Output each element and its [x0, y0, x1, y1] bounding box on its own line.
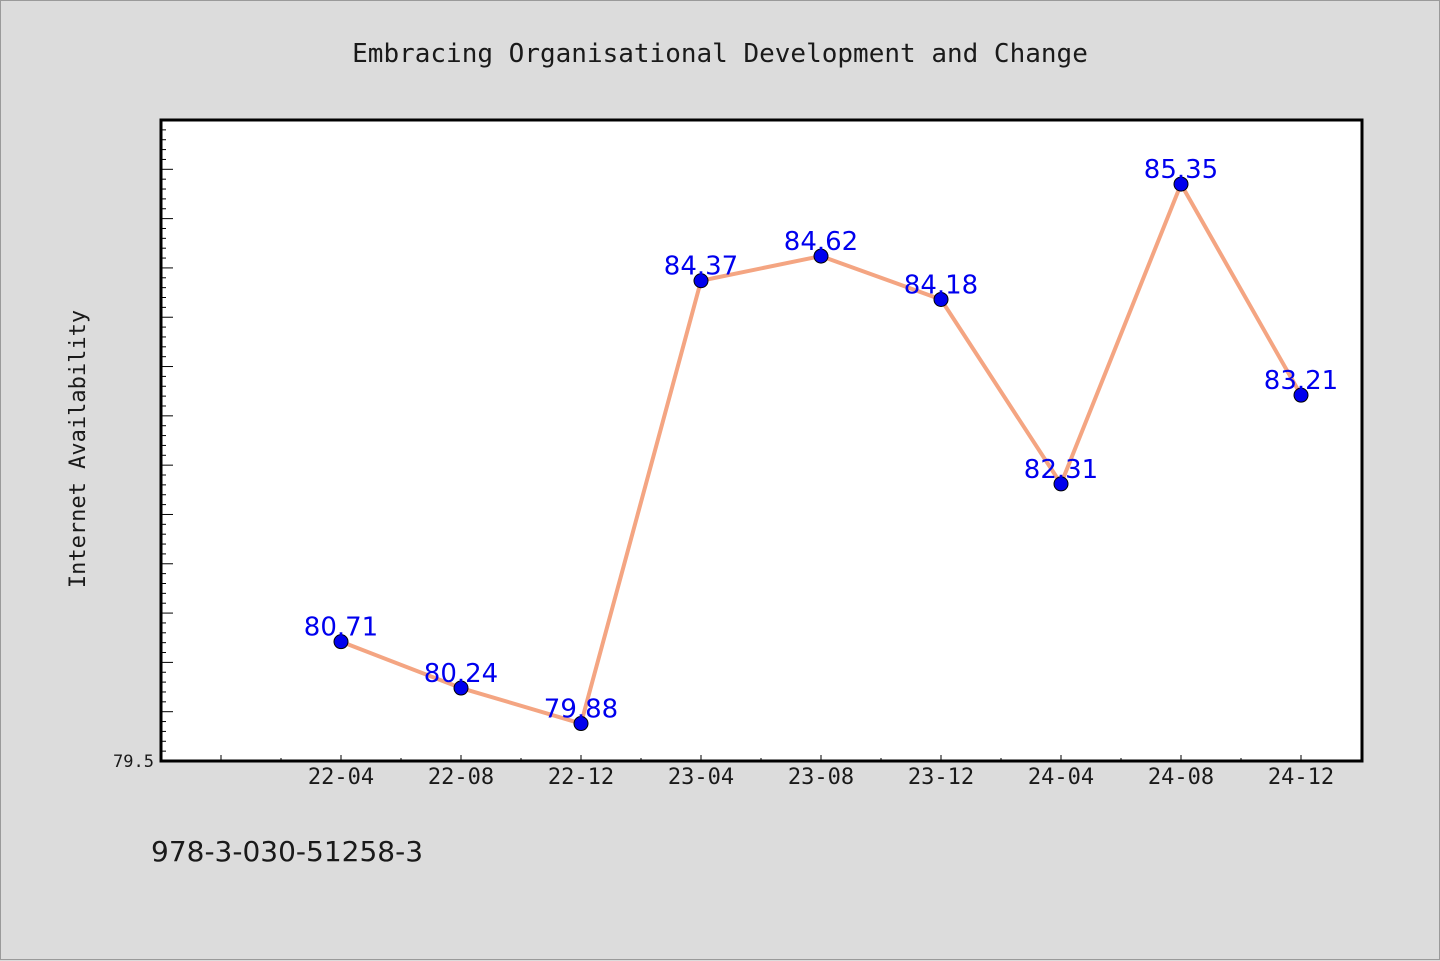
x-tick-label: 24-12: [1268, 765, 1334, 790]
y-axis-label: Internet Availability: [66, 310, 91, 588]
data-label: 84.62: [784, 227, 858, 257]
y-tick-label: 79.5: [113, 752, 154, 772]
data-label: 82.31: [1024, 455, 1098, 485]
data-point: [933, 291, 949, 307]
data-point: [333, 634, 349, 650]
data-label: 80.24: [424, 659, 498, 689]
x-tick-label: 22-08: [428, 765, 494, 790]
x-tick-label: 22-04: [308, 765, 374, 790]
data-label: 83.21: [1264, 366, 1338, 396]
y-axis-ticks: [161, 119, 173, 762]
data-point: [1053, 476, 1069, 492]
data-markers: [333, 176, 1309, 732]
data-point: [813, 248, 829, 264]
isbn-text: 978-3-030-51258-3: [151, 835, 424, 868]
x-tick-label: 24-08: [1148, 765, 1214, 790]
x-tick-label: 23-04: [668, 765, 734, 790]
data-label: 79.88: [544, 695, 618, 725]
data-label: 84.18: [904, 270, 978, 300]
data-label: 80.71: [304, 613, 378, 643]
data-point: [573, 716, 589, 732]
data-point: [453, 680, 469, 696]
x-axis-tick-labels: 22-04 22-08 22-12 23-04 23-08 23-12 24-04 24-08…: [308, 765, 1334, 790]
data-labels-group: 80.71 80.24 79.88 84.37 84.62 84.18 82.31 85.35…: [304, 155, 1338, 724]
plot-area: [159, 118, 1364, 763]
data-point: [1293, 387, 1309, 403]
data-point: [693, 273, 709, 289]
x-tick-label: 22-12: [548, 765, 614, 790]
data-label: 84.37: [664, 252, 738, 282]
x-tick-label: 23-08: [788, 765, 854, 790]
x-tick-label: 24-04: [1028, 765, 1094, 790]
x-tick-label: 23-12: [908, 765, 974, 790]
data-point: [1173, 176, 1189, 192]
x-axis-ticks: [220, 755, 1362, 761]
data-label: 85.35: [1144, 155, 1218, 185]
chart-title: Embracing Organisational Development and…: [352, 39, 1088, 69]
